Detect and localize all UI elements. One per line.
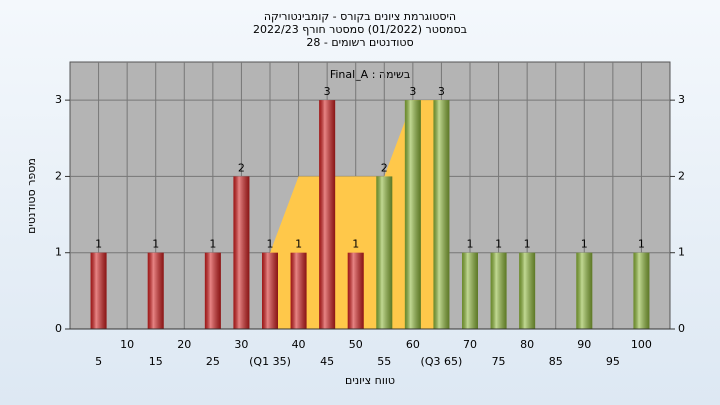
value-label: 1	[467, 238, 474, 251]
value-label: 3	[438, 85, 445, 98]
chart-title: היסטוגרמת ציונים בקורס - קומבינטוריקה	[264, 10, 456, 23]
value-label: 3	[409, 85, 416, 98]
value-label: 1	[267, 238, 274, 251]
bar-shine	[147, 252, 164, 329]
y2-tick-label: 0	[678, 322, 685, 335]
x-tick-label: 30	[234, 338, 248, 351]
bar-shine	[204, 252, 221, 329]
x-tick-label: 15	[149, 355, 163, 368]
x-tick-label: 40	[292, 338, 306, 351]
x-tick-label: 60	[406, 338, 420, 351]
bar-shine	[576, 252, 593, 329]
quartile-area	[270, 100, 442, 330]
bar-shine	[490, 252, 507, 329]
bar-shine	[519, 252, 536, 329]
chart-subtitle: בסמסטר (01/2022) סמסטר חורף 2022/23	[253, 23, 467, 36]
value-label: 3	[324, 85, 331, 98]
value-label: 2	[238, 161, 245, 174]
y-tick-label: 2	[55, 169, 62, 182]
value-label: 2	[381, 161, 388, 174]
x-tick-label: 85	[549, 355, 563, 368]
value-label: 1	[495, 238, 502, 251]
bar-shine	[433, 100, 450, 330]
x-tick-label: 55	[377, 355, 391, 368]
annotation: בשימה : Final_A	[330, 68, 410, 81]
bar-shine	[290, 252, 307, 329]
x-tick-label: 70	[463, 338, 477, 351]
value-label: 1	[209, 238, 216, 251]
bar-shine	[376, 176, 393, 329]
bar-shine	[633, 252, 650, 329]
value-label: 1	[295, 238, 302, 251]
value-label: 1	[352, 238, 359, 251]
value-label: 1	[638, 238, 645, 251]
bar-shine	[347, 252, 364, 329]
x-tick-label: 90	[577, 338, 591, 351]
bar-shine	[90, 252, 107, 329]
x-tick-label: 50	[349, 338, 363, 351]
x-tick-label: 45	[320, 355, 334, 368]
x-axis-label: טווח ציונים	[345, 374, 395, 387]
value-label: 1	[581, 238, 588, 251]
x-tick-label: 25	[206, 355, 220, 368]
value-label: 1	[524, 238, 531, 251]
value-label: 1	[152, 238, 159, 251]
x-tick-label: 75	[492, 355, 506, 368]
y-tick-label: 3	[55, 93, 62, 106]
bar-shine	[462, 252, 478, 329]
bar-shine	[262, 252, 278, 329]
x-tick-label: (Q1 35)	[249, 355, 291, 368]
value-label: 1	[95, 238, 102, 251]
x-tick-label: (Q3 65)	[421, 355, 463, 368]
x-tick-label: 10	[120, 338, 134, 351]
y2-tick-label: 3	[678, 93, 685, 106]
y-tick-label: 0	[55, 322, 62, 335]
x-tick-label: 5	[95, 355, 102, 368]
bar-shine	[233, 176, 250, 329]
x-tick-label: 100	[631, 338, 652, 351]
x-tick-label: 20	[177, 338, 191, 351]
y2-tick-label: 2	[678, 169, 685, 182]
x-tick-label: 95	[606, 355, 620, 368]
chart-subtitle: סטודנטים רשומים - 28	[306, 36, 413, 49]
y-axis-label: מספר סטודנטים	[25, 158, 38, 234]
bar-shine	[319, 100, 336, 330]
bar-shine	[404, 100, 421, 330]
x-tick-label: 80	[520, 338, 534, 351]
y2-tick-label: 1	[678, 246, 685, 259]
y-tick-label: 1	[55, 246, 62, 259]
